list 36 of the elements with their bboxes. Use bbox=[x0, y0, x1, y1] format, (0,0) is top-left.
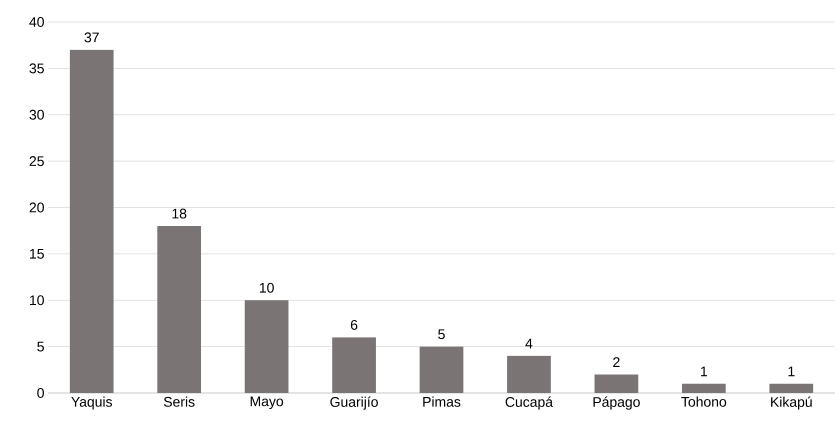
data-label: 1 bbox=[788, 366, 794, 376]
y-tick-label: 0 bbox=[37, 388, 44, 398]
x-tick-label: Pimas bbox=[423, 396, 460, 407]
y-tick-label: 15 bbox=[30, 249, 44, 259]
x-tick-label: Kikapú bbox=[771, 396, 812, 410]
data-label: 1 bbox=[701, 366, 708, 376]
x-tick-label: Guarijío bbox=[330, 396, 378, 410]
data-label: 37 bbox=[84, 32, 99, 42]
y-tick-label: 25 bbox=[30, 156, 44, 166]
data-label: 2 bbox=[613, 357, 620, 367]
bar bbox=[332, 337, 376, 393]
bar bbox=[594, 374, 638, 393]
bar bbox=[682, 384, 726, 393]
x-tick-label: Tohono bbox=[681, 396, 726, 407]
data-label: 6 bbox=[350, 320, 358, 330]
x-tick-label: Pápago bbox=[593, 396, 640, 410]
y-tick-label: 20 bbox=[30, 202, 44, 212]
bar bbox=[769, 384, 814, 393]
data-label: 4 bbox=[525, 338, 532, 348]
bar bbox=[420, 346, 464, 393]
data-label: 10 bbox=[260, 282, 274, 293]
bar bbox=[70, 50, 114, 393]
y-tick-label: 35 bbox=[29, 63, 44, 74]
x-tick-label: Seris bbox=[164, 396, 195, 407]
x-tick-label: Mayo bbox=[250, 396, 284, 410]
bar bbox=[157, 226, 202, 393]
y-tick-label: 10 bbox=[30, 295, 44, 306]
data-label: 5 bbox=[438, 329, 445, 340]
y-tick-label: 5 bbox=[37, 342, 44, 352]
x-tick-label: Cucapá bbox=[506, 396, 553, 410]
bar bbox=[507, 356, 551, 393]
x-tick-label: Yaquis bbox=[71, 396, 112, 410]
data-label: 18 bbox=[172, 208, 186, 219]
bar bbox=[244, 300, 288, 393]
y-tick-label: 30 bbox=[29, 110, 44, 120]
y-tick-label: 40 bbox=[29, 17, 44, 27]
